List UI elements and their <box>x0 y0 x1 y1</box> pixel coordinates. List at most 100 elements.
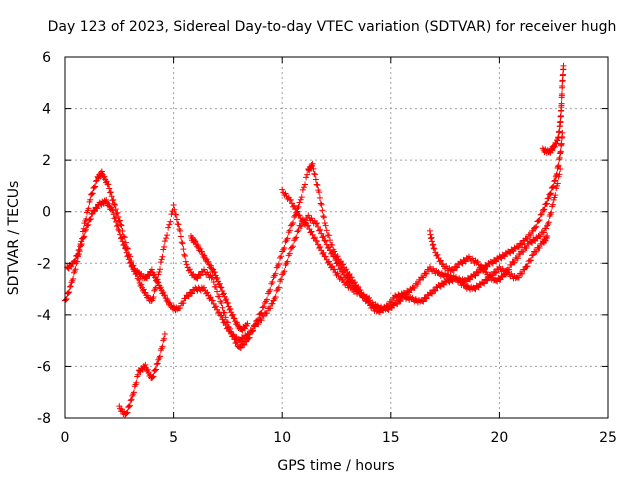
data-point <box>161 292 168 299</box>
data-point <box>126 260 133 267</box>
data-point <box>346 271 353 278</box>
axis-ticks: 0 5 10 15 20 25 -8 -6 -4 -2 0 2 4 6 <box>37 50 617 446</box>
data-point <box>112 214 119 221</box>
data-point <box>427 290 434 297</box>
data-point <box>429 238 436 245</box>
data-point <box>419 297 426 304</box>
series-track-c <box>116 330 168 418</box>
data-point <box>216 280 223 287</box>
data-point <box>107 189 114 196</box>
data-point <box>92 178 99 185</box>
data-point <box>62 296 69 303</box>
data-point <box>197 272 204 279</box>
series-track-d <box>187 233 251 334</box>
data-point <box>167 218 174 225</box>
data-point <box>296 212 303 219</box>
data-point <box>548 209 555 216</box>
data-point <box>144 366 151 373</box>
data-point <box>321 214 328 221</box>
data-point <box>337 265 344 272</box>
data-point <box>540 229 547 236</box>
data-point <box>554 180 561 187</box>
data-point <box>173 216 180 223</box>
data-point <box>184 292 191 299</box>
data-point <box>557 148 564 155</box>
y-tick-label: -4 <box>37 308 51 324</box>
data-point <box>527 257 534 264</box>
data-point <box>511 259 518 266</box>
data-point <box>120 242 127 249</box>
data-point <box>288 221 295 228</box>
data-point <box>186 266 193 273</box>
data-point <box>114 222 121 229</box>
data-point <box>94 205 101 212</box>
data-point <box>118 234 125 241</box>
data-point <box>127 259 134 266</box>
data-point <box>492 269 499 276</box>
data-point <box>394 301 401 308</box>
data-point <box>216 293 223 300</box>
data-point <box>543 225 550 232</box>
data-point <box>113 219 120 226</box>
data-point <box>160 246 167 253</box>
data-point <box>284 258 291 265</box>
data-point <box>140 286 147 293</box>
data-point <box>160 289 167 296</box>
data-point <box>219 304 226 311</box>
data-point <box>275 261 282 268</box>
data-point <box>110 196 117 203</box>
data-point <box>484 277 491 284</box>
data-point <box>119 238 126 245</box>
data-point <box>281 268 288 275</box>
data-point <box>334 270 341 277</box>
data-point <box>348 279 355 286</box>
data-point <box>427 231 434 238</box>
data-point <box>220 290 227 297</box>
data-point <box>209 297 216 304</box>
data-point <box>161 330 168 337</box>
data-point <box>72 257 79 264</box>
data-point <box>480 279 487 286</box>
data-point <box>214 274 221 281</box>
data-point <box>514 255 521 262</box>
series-track-a <box>62 129 566 351</box>
data-point <box>157 353 164 360</box>
data-point <box>150 373 157 380</box>
data-point <box>317 226 324 233</box>
data-point <box>423 270 430 277</box>
data-point <box>321 219 328 226</box>
data-point <box>543 234 550 241</box>
data-point <box>317 200 324 207</box>
data-point <box>558 100 565 107</box>
data-point <box>159 343 166 350</box>
data-point <box>112 206 119 213</box>
data-point <box>110 211 117 218</box>
data-point <box>87 216 94 223</box>
data-point <box>101 173 108 180</box>
data-point <box>325 232 332 239</box>
data-point <box>430 241 437 248</box>
data-point <box>196 271 203 278</box>
data-point <box>142 361 149 368</box>
data-point <box>115 213 122 220</box>
data-point <box>282 190 289 197</box>
data-point <box>558 140 565 147</box>
data-point <box>331 253 338 260</box>
data-point <box>364 295 371 302</box>
data-point <box>241 342 248 349</box>
y-axis-label: SDTVAR / TECUs <box>6 181 22 296</box>
series-track-b <box>64 196 551 344</box>
data-point <box>533 223 540 230</box>
data-point <box>420 298 427 305</box>
data-point <box>156 268 163 275</box>
data-point <box>475 269 482 276</box>
data-point <box>291 202 298 209</box>
data-point <box>312 220 319 227</box>
data-point <box>164 232 171 239</box>
data-point <box>180 300 187 307</box>
data-point <box>177 233 184 240</box>
data-point <box>246 331 253 338</box>
data-point <box>117 235 124 242</box>
data-point <box>319 207 326 214</box>
data-point <box>523 245 530 252</box>
